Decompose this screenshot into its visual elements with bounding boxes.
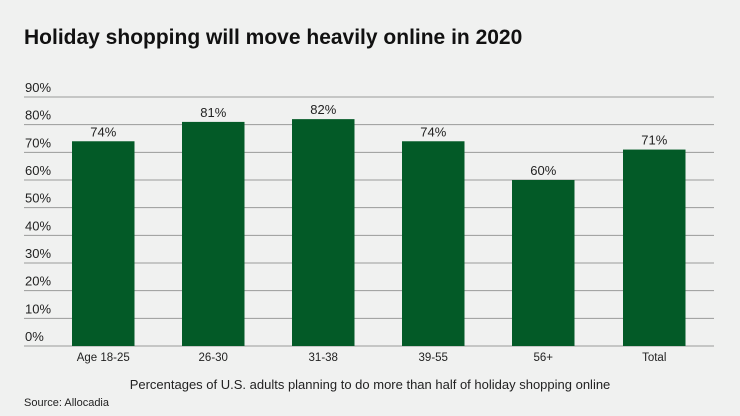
y-tick-label: 20% <box>25 274 51 289</box>
source-note: Source: Allocadia <box>24 397 109 409</box>
y-tick-label: 40% <box>25 218 51 233</box>
y-tick-label: 60% <box>25 163 51 178</box>
bar <box>402 141 465 346</box>
bar <box>72 141 135 346</box>
bar <box>182 121 245 347</box>
x-tick-label: Age 18-25 <box>77 352 130 364</box>
x-tick-label: Total <box>642 352 666 364</box>
y-tick-label: 30% <box>25 246 51 261</box>
y-tick-label: 80% <box>25 108 51 123</box>
x-tick-label: 56+ <box>533 352 553 364</box>
data-label: 81% <box>200 105 226 120</box>
y-tick-label: 90% <box>25 80 51 95</box>
data-label: 82% <box>310 102 336 117</box>
y-tick-label: 0% <box>25 329 44 344</box>
x-tick-label: 26-30 <box>199 352 228 364</box>
x-tick-label: 31-38 <box>309 352 338 364</box>
x-tick-label: 39-55 <box>419 352 448 364</box>
bar <box>292 119 355 346</box>
bar <box>512 180 575 346</box>
data-label: 60% <box>530 163 556 178</box>
chart-title: Holiday shopping will move heavily onlin… <box>24 26 523 49</box>
data-label: 74% <box>420 124 446 139</box>
data-label: 71% <box>641 133 667 148</box>
bar <box>623 149 686 346</box>
y-tick-label: 50% <box>25 191 51 206</box>
y-tick-label: 10% <box>25 301 51 316</box>
x-axis-label: Percentages of U.S. adults planning to d… <box>129 377 611 392</box>
y-tick-label: 70% <box>25 135 51 150</box>
data-label: 74% <box>90 124 116 139</box>
